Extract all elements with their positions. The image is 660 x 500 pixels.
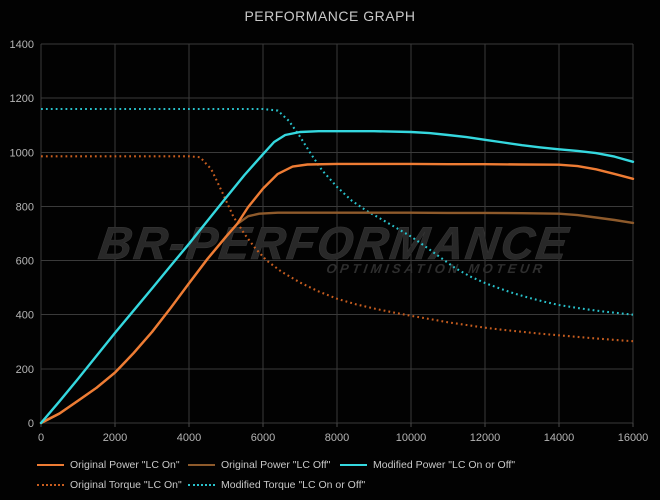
x-axis-tick-label: 2000 — [103, 432, 127, 444]
watermark-subtitle-text: OPTIMISATION MOTEUR — [325, 261, 546, 276]
y-axis-tick-label: 800 — [16, 201, 34, 213]
x-axis-tick-label: 0 — [38, 432, 44, 444]
y-axis-tick-label: 1200 — [10, 93, 34, 105]
series-line-original-power-lc-on — [39, 162, 635, 425]
legend-label: Original Power "LC On" — [70, 459, 180, 471]
legend-swatch-dotted — [188, 484, 215, 486]
y-axis-tick-label: 1400 — [10, 39, 34, 51]
x-axis-tick-label: 16000 — [618, 432, 649, 444]
y-axis-tick-label: 600 — [16, 256, 34, 268]
legend-swatch-solid — [340, 464, 367, 466]
legend-item-original-torque-lc-on: Original Torque "LC On" — [37, 478, 182, 492]
legend-item-original-power-lc-off: Original Power "LC Off" — [188, 458, 330, 472]
legend-label: Original Torque "LC On" — [70, 479, 182, 491]
series-line-modified-torque-lc-on-or-off — [41, 107, 634, 316]
x-axis-tick-label: 14000 — [544, 432, 575, 444]
x-axis-tick-label: 8000 — [325, 432, 349, 444]
y-axis-tick-label: 200 — [16, 364, 34, 376]
series-line-original-torque-lc-on — [41, 155, 634, 343]
chart-legend: Original Power "LC On" Original Power "LC… — [0, 450, 660, 500]
legend-label: Modified Power "LC On or Off" — [373, 459, 516, 471]
legend-item-original-power-lc-on: Original Power "LC On" — [37, 458, 180, 472]
y-axis-tick-label: 1000 — [10, 147, 34, 159]
watermark-subtitle: OPTIMISATION MOTEUR — [325, 261, 546, 276]
legend-swatch-solid — [37, 464, 64, 466]
legend-swatch-dotted — [37, 484, 64, 486]
x-axis-tick-label: 12000 — [470, 432, 501, 444]
legend-item-modified-torque-lc-on-or-off: Modified Torque "LC On or Off" — [188, 478, 365, 492]
series-line-modified-power-lc-on-or-off — [39, 129, 635, 425]
legend-label: Original Power "LC Off" — [221, 459, 331, 471]
legend-swatch-solid — [188, 464, 215, 466]
legend-label: Modified Torque "LC On or Off" — [221, 479, 366, 491]
x-axis-tick-label: 4000 — [177, 432, 201, 444]
legend-item-modified-power-lc-on-or-off: Modified Power "LC On or Off" — [340, 458, 515, 472]
chart-title: PERFORMANCE GRAPH — [244, 8, 416, 24]
x-axis-tick-label: 10000 — [396, 432, 427, 444]
y-axis-tick-label: 0 — [28, 418, 34, 430]
y-axis-tick-label: 400 — [16, 310, 34, 322]
x-axis-tick-label: 6000 — [251, 432, 275, 444]
